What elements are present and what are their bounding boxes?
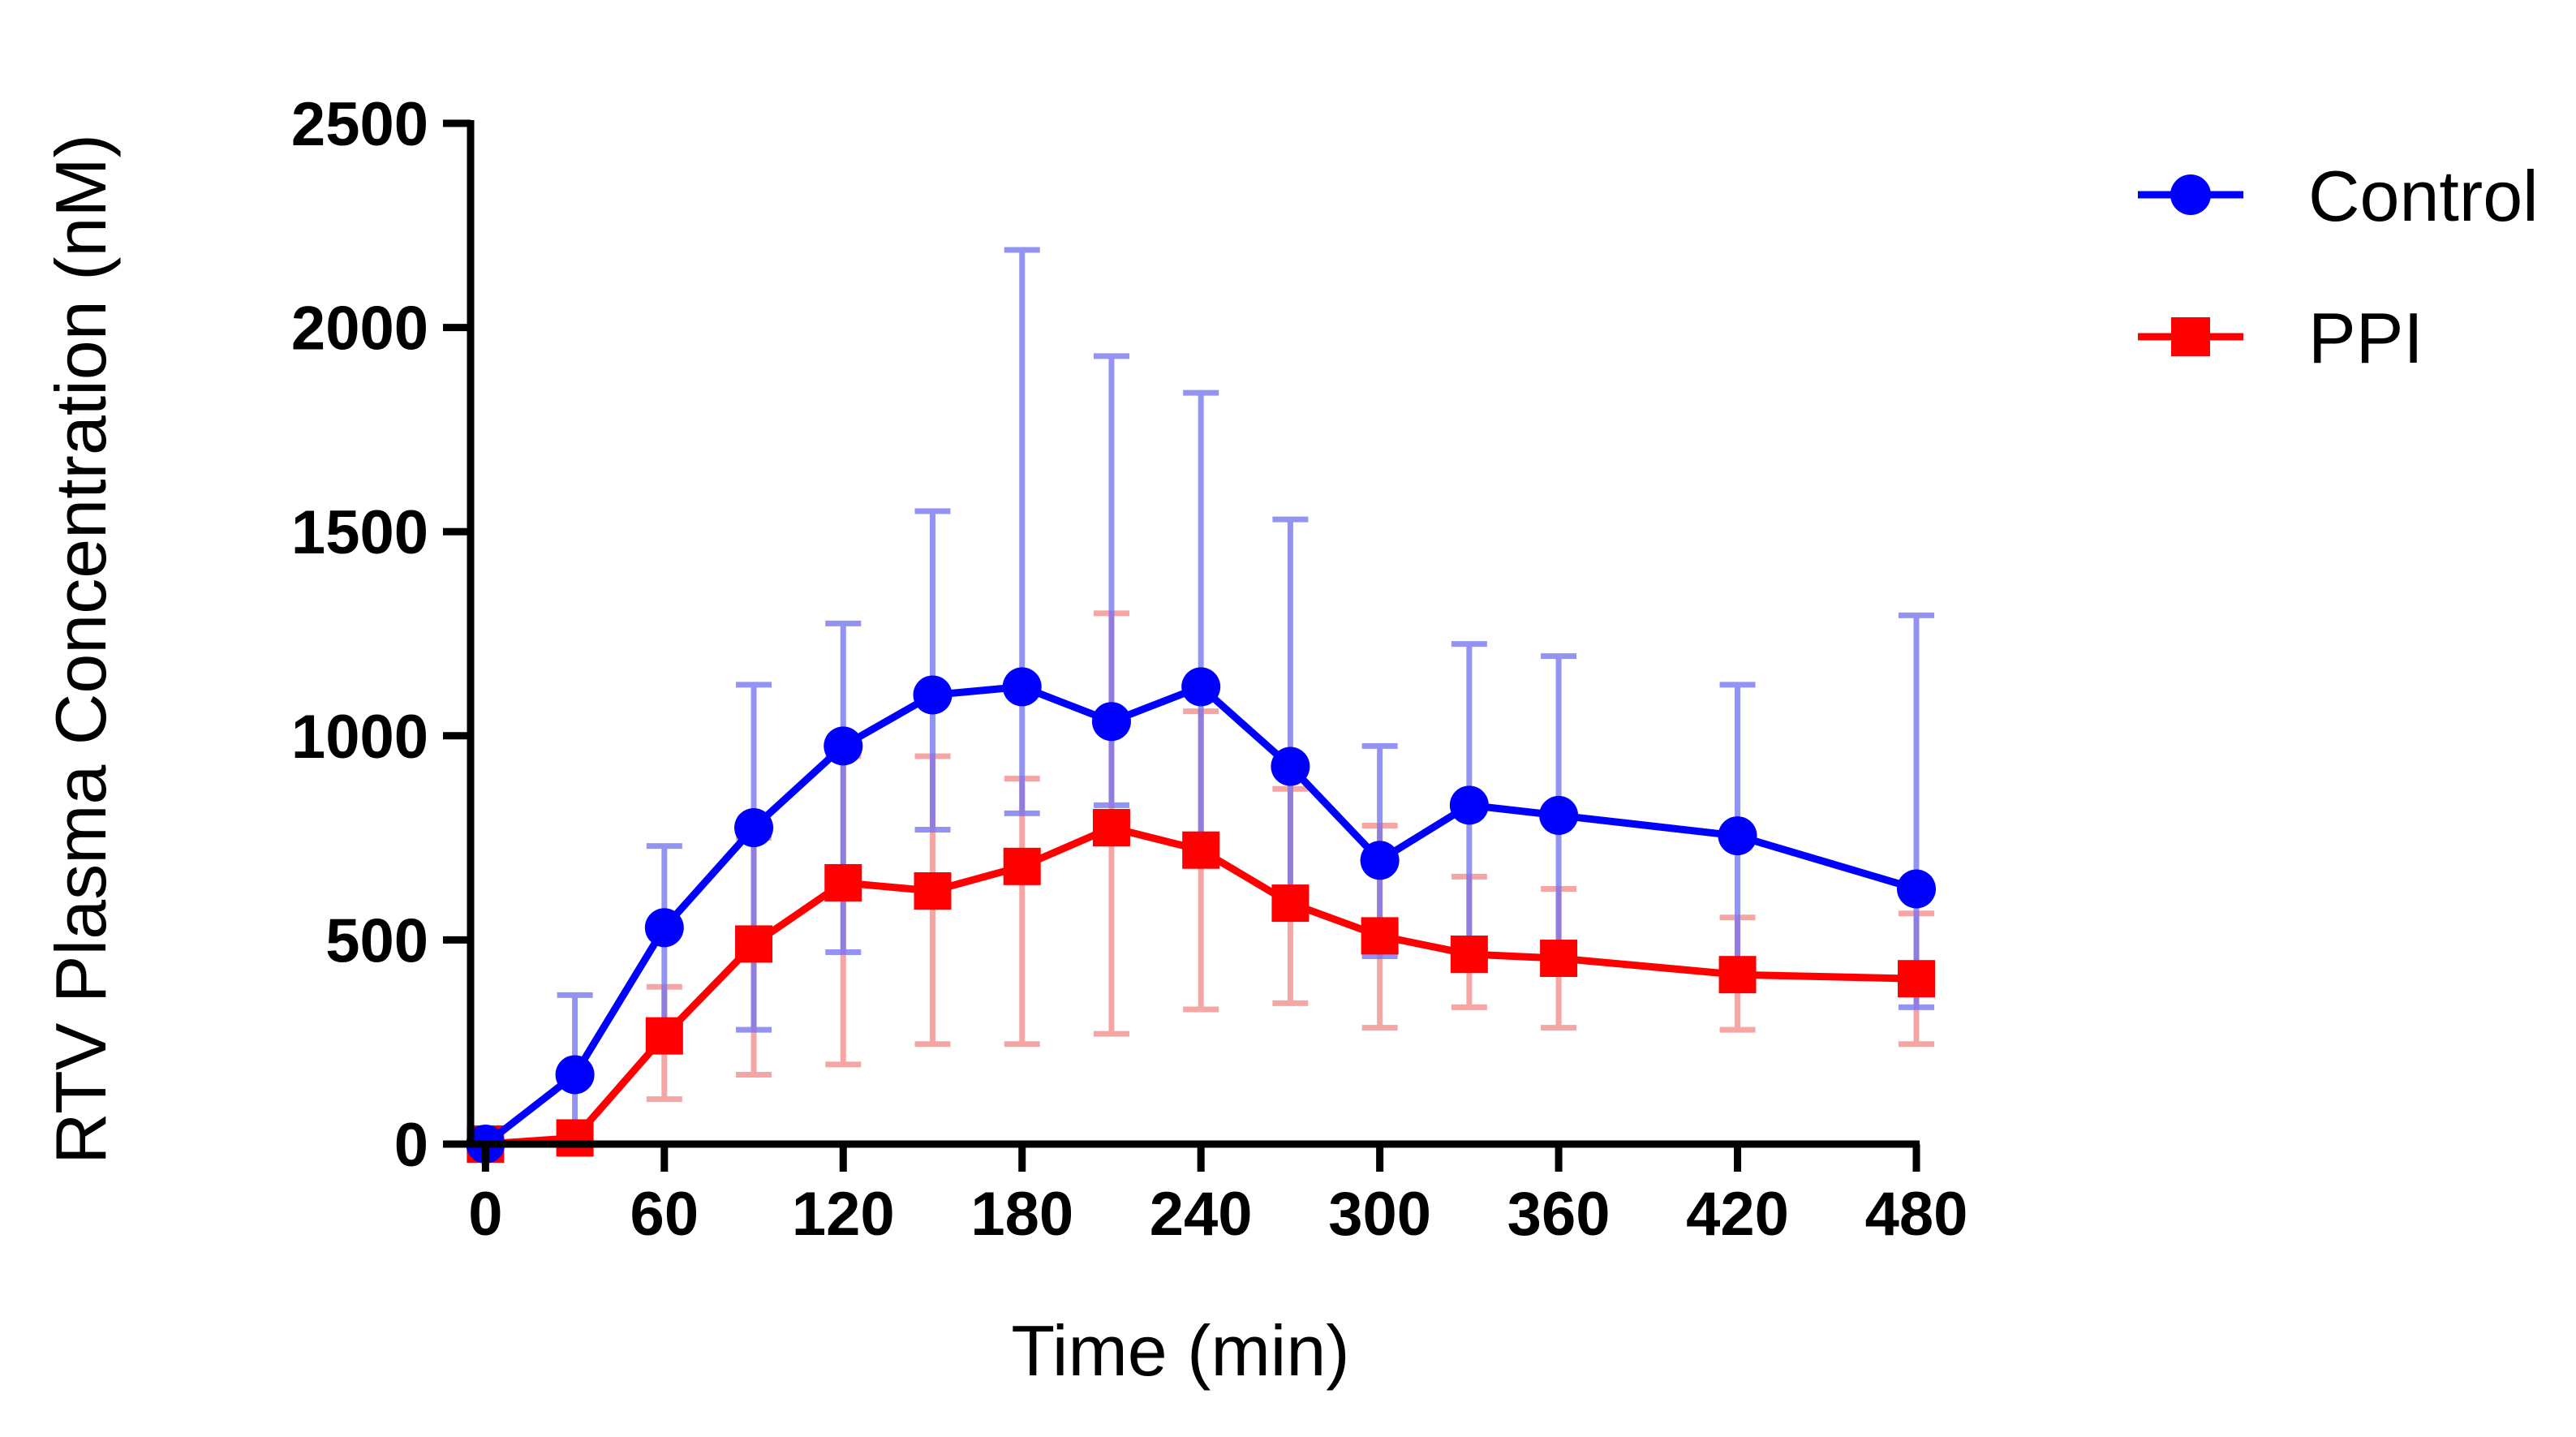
data-point-control xyxy=(1360,841,1400,880)
plot-area xyxy=(466,247,1936,1164)
x-tick-label: 120 xyxy=(792,1180,895,1249)
data-point-ppi xyxy=(1092,809,1130,847)
y-tick-label: 1500 xyxy=(291,498,428,567)
data-point-ppi xyxy=(1182,831,1220,869)
x-tick-label: 480 xyxy=(1865,1180,1968,1249)
y-tick-label: 500 xyxy=(325,906,428,975)
data-point-control xyxy=(1539,795,1579,835)
data-point-ppi xyxy=(914,872,952,910)
data-point-control xyxy=(1897,869,1936,909)
data-point-ppi xyxy=(1450,936,1488,974)
error-bars-control xyxy=(557,247,1934,1139)
x-tick-label: 0 xyxy=(468,1180,502,1249)
data-point-ppi xyxy=(645,1017,683,1055)
data-point-control xyxy=(1181,667,1221,707)
y-tick-label: 2500 xyxy=(291,90,428,159)
y-tick-label: 2000 xyxy=(291,295,428,364)
data-point-control xyxy=(1449,785,1489,825)
x-tick-label: 360 xyxy=(1507,1180,1611,1249)
axes: 0 500 1000 1500 2000 2500 0 60 120 180 240 300 360 42… xyxy=(291,90,1967,1249)
data-point-ppi xyxy=(1361,917,1399,955)
data-point-ppi xyxy=(1898,960,1935,998)
data-point-control xyxy=(644,908,684,948)
x-tick-label: 180 xyxy=(970,1180,1073,1249)
legend-label-control: Control xyxy=(2308,156,2539,236)
y-tick-label: 0 xyxy=(394,1111,428,1180)
y-axis-title: RTV Plasma Concentration (nM) xyxy=(41,134,121,1164)
x-tick-label: 300 xyxy=(1328,1180,1431,1249)
data-point-control xyxy=(1718,816,1757,856)
data-point-ppi xyxy=(1540,940,1578,978)
legend: Control PPI xyxy=(2138,156,2539,378)
data-point-ppi xyxy=(1003,847,1041,885)
data-point-ppi xyxy=(1718,956,1757,994)
x-tick-label: 420 xyxy=(1686,1180,1789,1249)
legend-marker-control xyxy=(2170,174,2211,215)
data-point-ppi xyxy=(1271,884,1310,923)
legend-label-ppi: PPI xyxy=(2308,298,2423,378)
x-axis-title: Time (min) xyxy=(1011,1310,1349,1391)
data-point-control xyxy=(1271,746,1310,786)
x-tick-label: 240 xyxy=(1150,1180,1253,1249)
data-point-control xyxy=(824,726,863,766)
data-point-control xyxy=(913,675,953,715)
y-tick-label: 1000 xyxy=(291,703,428,772)
data-point-control xyxy=(1091,702,1131,742)
data-point-ppi xyxy=(556,1119,594,1157)
x-tick-label: 60 xyxy=(630,1180,699,1249)
data-point-control xyxy=(555,1055,595,1095)
legend-marker-ppi xyxy=(2171,317,2210,356)
data-point-ppi xyxy=(735,925,773,963)
data-point-control xyxy=(734,808,774,848)
data-point-control xyxy=(1002,667,1042,707)
data-point-ppi xyxy=(824,863,862,901)
